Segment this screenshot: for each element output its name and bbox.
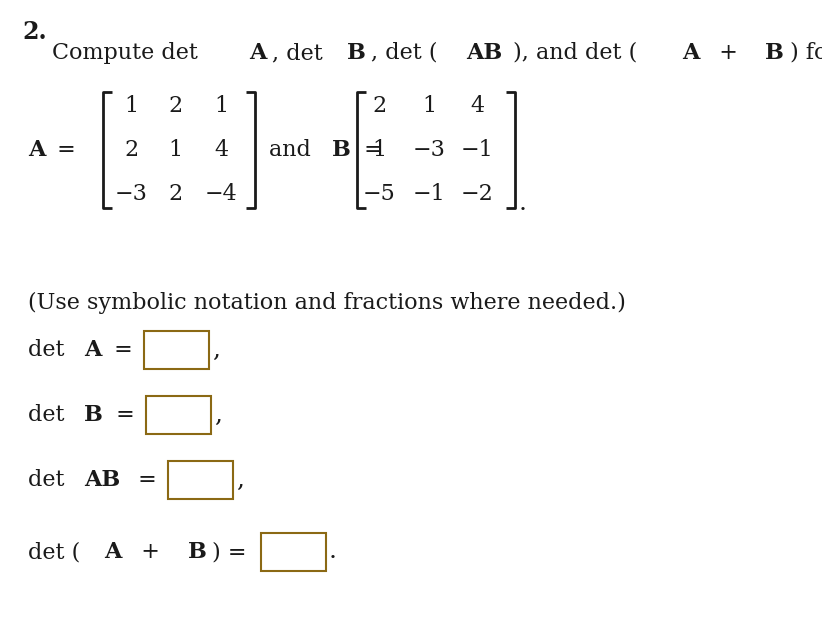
Text: −5: −5 <box>363 183 395 205</box>
Text: 2: 2 <box>168 183 182 205</box>
Text: =: = <box>50 139 76 161</box>
Bar <box>169 461 233 499</box>
Text: 2: 2 <box>372 95 386 117</box>
Text: A: A <box>28 139 45 161</box>
Text: +: + <box>127 541 174 563</box>
Text: 1: 1 <box>372 139 386 161</box>
Text: A: A <box>682 42 700 64</box>
Text: A: A <box>249 42 267 64</box>
Text: and: and <box>269 139 318 161</box>
Text: −1: −1 <box>413 183 446 205</box>
Text: B: B <box>347 42 366 64</box>
Text: 1: 1 <box>422 95 436 117</box>
Text: ,: , <box>214 403 222 426</box>
Text: , det: , det <box>272 42 330 64</box>
Text: 1: 1 <box>214 95 228 117</box>
Text: =: = <box>131 469 157 491</box>
Text: ,: , <box>236 468 244 492</box>
Text: , det (: , det ( <box>371 42 445 64</box>
Text: ) =: ) = <box>212 541 247 563</box>
Text: A: A <box>85 339 102 361</box>
Text: =: = <box>109 404 134 426</box>
Text: 1: 1 <box>168 139 182 161</box>
Text: ), and det (: ), and det ( <box>513 42 644 64</box>
Text: ,: , <box>212 339 220 362</box>
Text: det: det <box>28 469 72 491</box>
Text: +: + <box>704 42 751 64</box>
Text: A: A <box>104 541 122 563</box>
Text: 2: 2 <box>124 139 138 161</box>
Text: .: . <box>519 193 527 216</box>
Text: −3: −3 <box>413 139 446 161</box>
Text: Compute det: Compute det <box>52 42 205 64</box>
Text: B: B <box>85 404 104 426</box>
Bar <box>145 396 211 434</box>
Text: −4: −4 <box>205 183 238 205</box>
Text: det: det <box>28 404 72 426</box>
Text: 2: 2 <box>168 95 182 117</box>
Text: AB: AB <box>466 42 502 64</box>
Text: 4: 4 <box>214 139 228 161</box>
Text: 1: 1 <box>124 95 138 117</box>
Text: 4: 4 <box>470 95 484 117</box>
Text: det (: det ( <box>28 541 87 563</box>
Text: det: det <box>28 339 72 361</box>
Text: =: = <box>107 339 132 361</box>
Bar <box>261 533 326 571</box>
Bar <box>144 331 209 369</box>
Text: ) for: ) for <box>790 42 822 64</box>
Text: 2.: 2. <box>22 20 47 44</box>
Text: −2: −2 <box>460 183 493 205</box>
Text: AB: AB <box>85 469 121 491</box>
Text: (Use symbolic notation and fractions where needed.): (Use symbolic notation and fractions whe… <box>28 292 626 314</box>
Text: =: = <box>357 139 382 161</box>
Text: −3: −3 <box>114 183 147 205</box>
Text: −1: −1 <box>460 139 493 161</box>
Text: B: B <box>765 42 784 64</box>
Text: .: . <box>329 541 337 563</box>
Text: B: B <box>188 541 206 563</box>
Text: B: B <box>332 139 351 161</box>
